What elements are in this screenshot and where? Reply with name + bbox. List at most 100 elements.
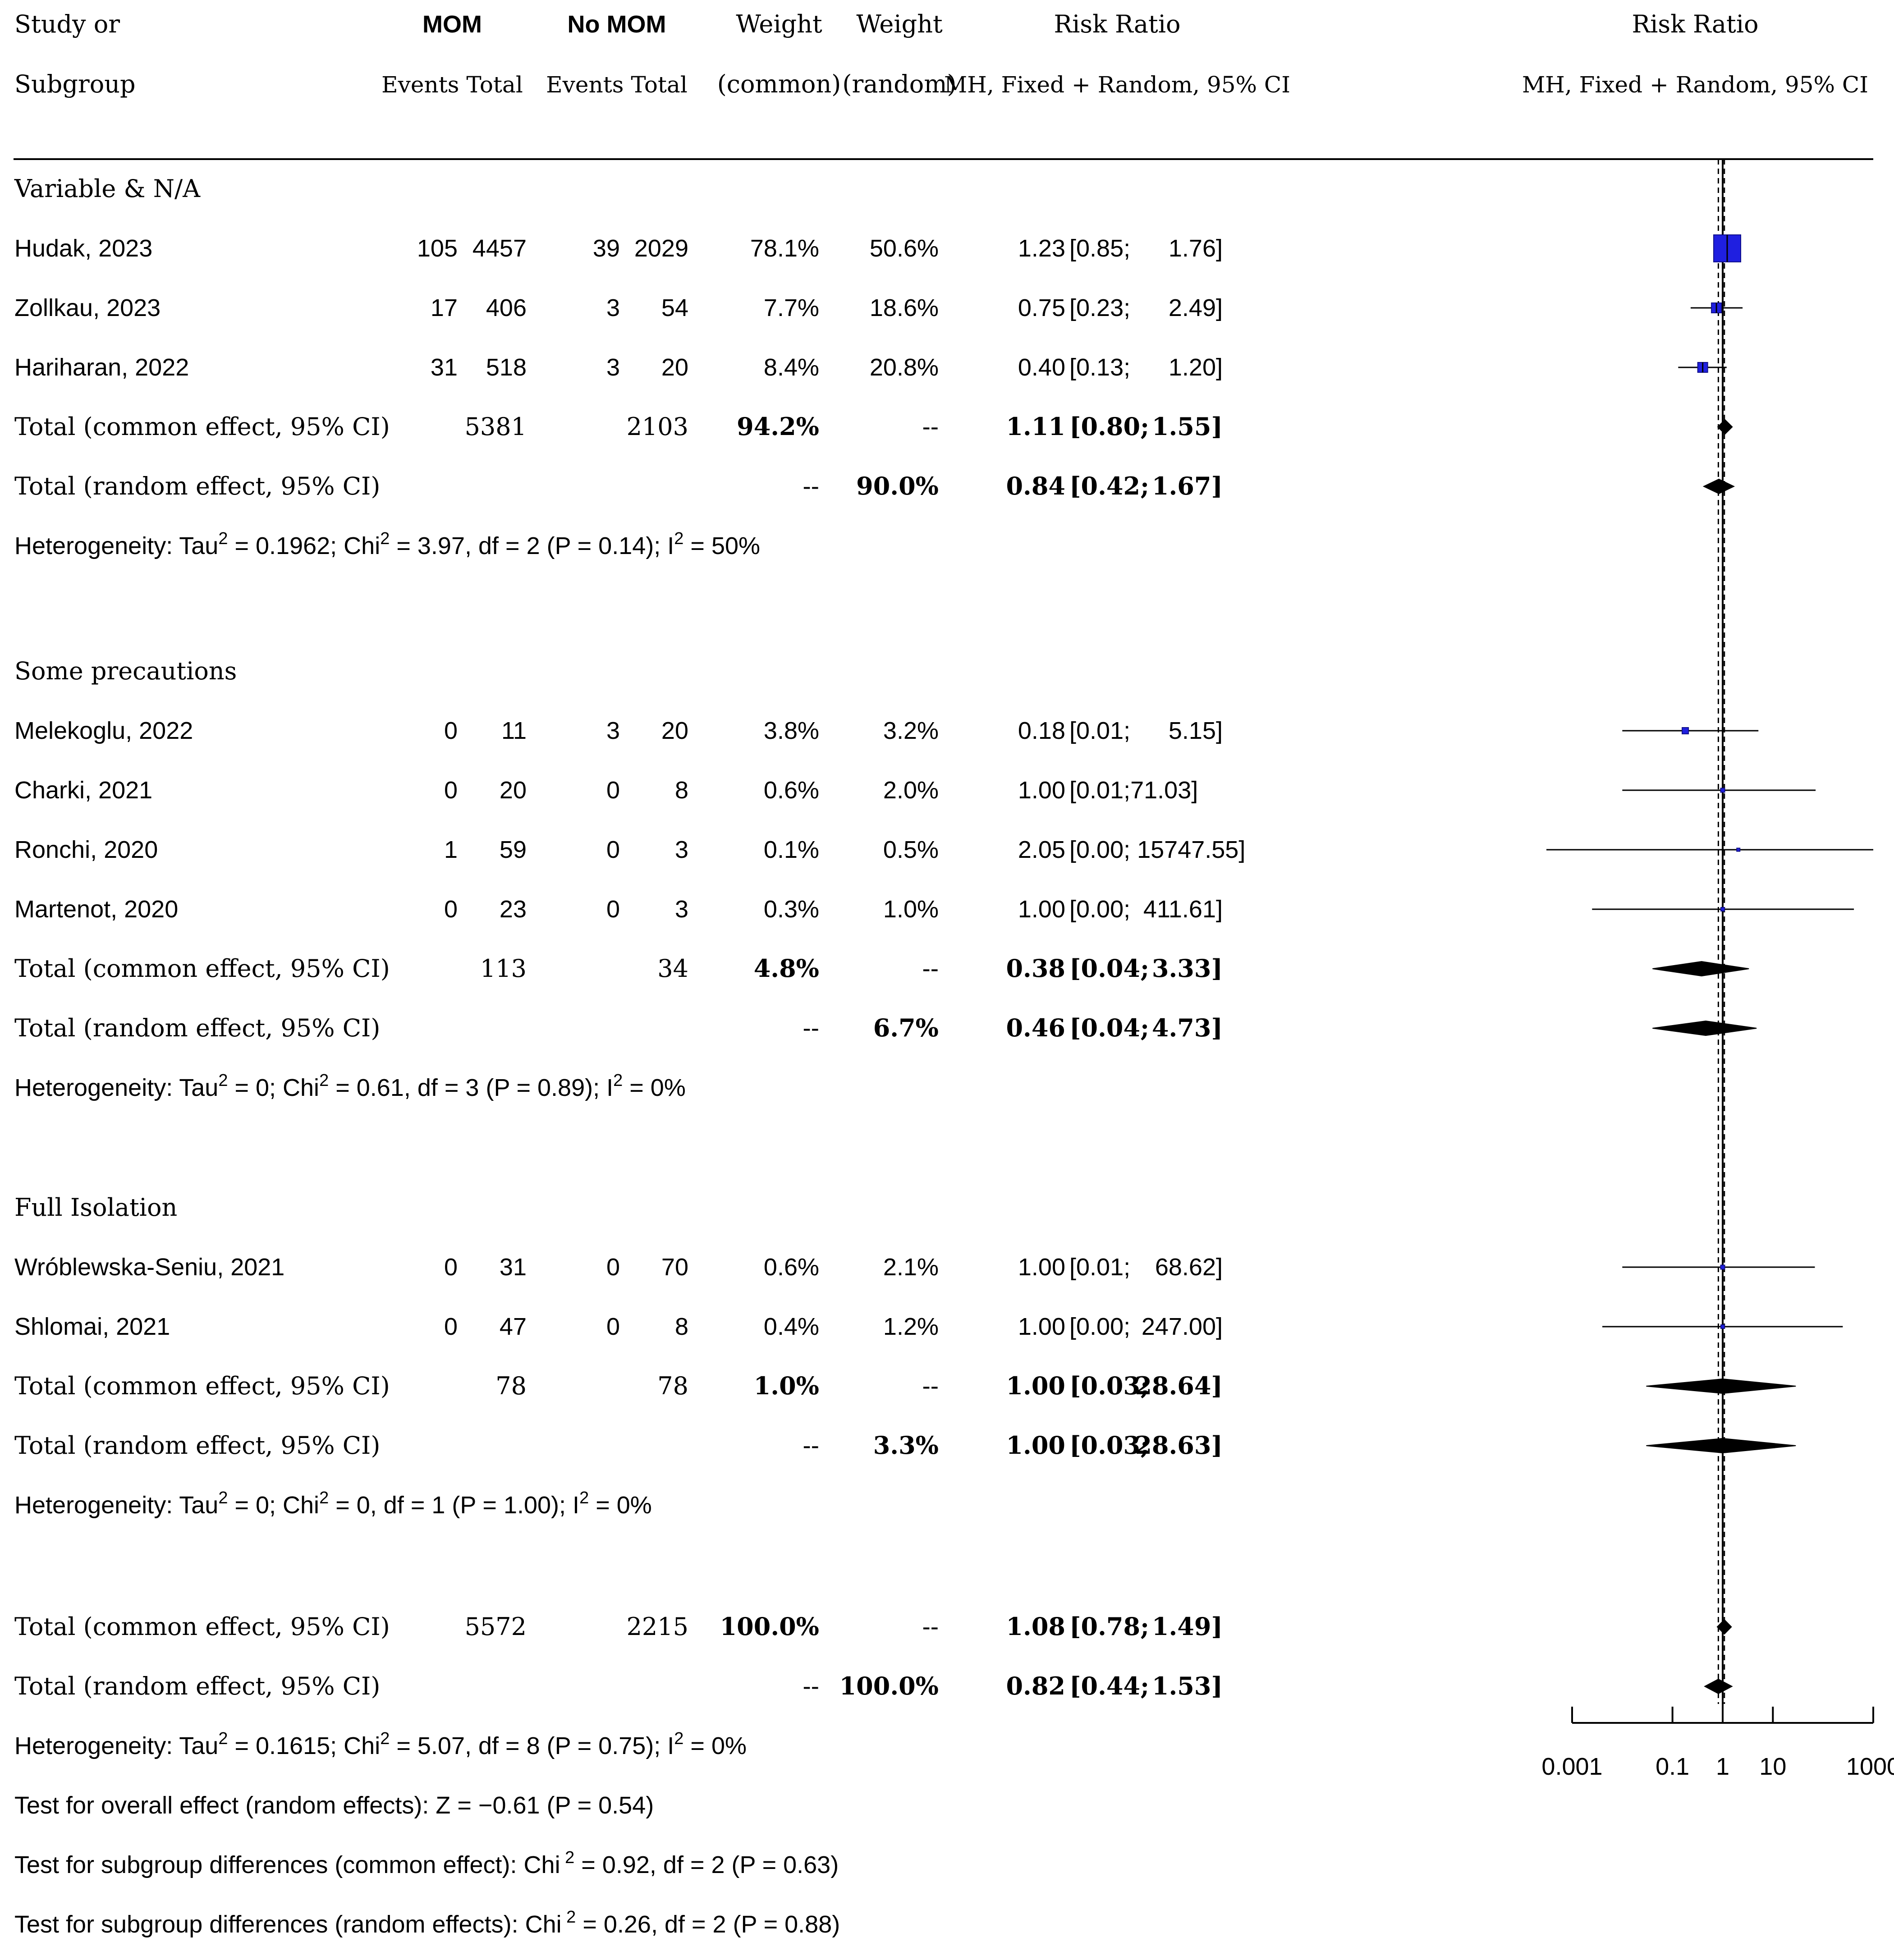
study-weight-random: 3.2% [883,717,939,744]
overall-common-total-total-no-mom: 2215 [627,1612,688,1641]
overall-common-total-ci-low: [0.78; [1069,1612,1149,1641]
subgroup-random-total-ci-high: 4.73] [1152,1013,1223,1042]
study-total-no-mom: 20 [661,354,688,381]
subgroup-label: Full Isolation [14,1193,177,1222]
overall-heterogeneity-part: Heterogeneity: Tau [14,1732,218,1759]
overall-heterogeneity-part: 2 [218,1729,228,1748]
study-risk-ratio: 1.00 [1018,1254,1065,1281]
header-group-mom: MOM [422,11,482,38]
subgroup-random-total-ci-low: [0.42; [1069,472,1149,500]
subgroup-random-total-risk-ratio: 0.46 [1006,1013,1065,1042]
study-total-no-mom: 70 [661,1254,688,1281]
study-total-no-mom: 3 [675,896,688,923]
subgroup-heterogeneity-part: 2 [579,1488,589,1507]
study-events-mom: 105 [417,235,458,262]
overall-random-total-weight-random: 100.0% [839,1671,939,1700]
overall-common-total-label: Total (common effect, 95% CI) [14,1612,390,1641]
study-ci-low: [0.01;71.03] [1069,777,1198,804]
subgroup-heterogeneity-part: = 0; Chi [228,1074,319,1101]
subgroup-common-total-total-mom: 78 [495,1372,527,1400]
subgroup-common-total-ci-low: [0.04; [1069,954,1149,983]
study-weight-common: 0.6% [764,1254,819,1281]
header-weight-random: Weight [856,10,943,38]
study-total-mom: 20 [500,777,527,804]
study-events-mom: 0 [444,1254,458,1281]
study-risk-ratio: 0.18 [1018,717,1065,744]
test-subgroup-common-part: = 0.92, df = 2 (P = 0.63) [574,1851,839,1878]
subgroup-common-total-ci-high: 28.64] [1135,1371,1223,1400]
study-events-mom: 1 [444,836,458,863]
subgroup-heterogeneity-part: 2 [674,529,683,548]
overall-heterogeneity-part: 2 [674,1729,683,1748]
study-weight-common: 3.8% [764,717,819,744]
subgroup-heterogeneity: Heterogeneity: Tau2 = 0; Chi2 = 0, df = … [14,1488,652,1519]
subgroup-heterogeneity-part: Heterogeneity: Tau [14,1074,218,1101]
study-events-no-mom: 0 [606,777,620,804]
subgroup-common-total-total-no-mom: 2103 [627,412,688,441]
subgroup-heterogeneity-part: 2 [319,1071,329,1090]
header-weight-common: Weight [736,10,822,38]
test-subgroup-common: Test for subgroup differences (common ef… [14,1848,839,1878]
subgroup-common-total-total-no-mom: 34 [657,954,688,983]
subgroup-heterogeneity-part: 2 [613,1071,623,1090]
test-subgroup-random-part: 2 [562,1908,576,1927]
x-axis-tick-label: 1000 [1846,1753,1894,1780]
study-weight-random: 2.0% [883,777,939,804]
study-total-no-mom: 8 [675,777,688,804]
header-events-total-mom: Events Total [381,72,523,98]
study-name: Ronchi, 2020 [14,836,158,863]
subgroup-common-total-weight-random: -- [922,954,939,983]
subgroup-heterogeneity-part: 2 [380,529,390,548]
subgroup-label: Variable & N/A [14,174,201,203]
study-ci-low: [0.23; [1069,294,1130,321]
study-ci-low: [0.13; [1069,354,1130,381]
study-total-no-mom: 54 [661,294,688,321]
study-events-no-mom: 0 [606,896,620,923]
subgroup-common-total-total-mom: 113 [480,954,527,983]
study-weight-common: 78.1% [750,235,819,262]
subgroup-common-total-label: Total (common effect, 95% CI) [14,412,390,441]
study-weight-random: 0.5% [883,836,939,863]
subgroup-common-total-weight-random: -- [922,1372,939,1400]
overall-common-total-weight-random: -- [922,1612,939,1641]
subgroup-common-total-label: Total (common effect, 95% CI) [14,1372,390,1400]
overall-common-total-diamond [1716,1619,1732,1635]
study-total-mom: 23 [500,896,527,923]
study-name: Zollkau, 2023 [14,294,161,321]
subgroup-common-total-diamond [1717,419,1733,435]
subgroup-heterogeneity-part: = 0; Chi [228,1492,319,1519]
study-name: Shlomai, 2021 [14,1313,170,1340]
header-events-total-no-mom: Events Total [546,72,688,98]
study-total-no-mom: 8 [675,1313,688,1340]
study-risk-ratio: 1.00 [1018,777,1065,804]
overall-common-total-weight-common: 100.0% [720,1612,819,1641]
subgroup-common-total-ci-low: [0.03; [1069,1371,1149,1400]
overall-heterogeneity: Heterogeneity: Tau2 = 0.1615; Chi2 = 5.0… [14,1729,747,1759]
study-ci-low: [0.00; [1069,1313,1130,1340]
study-weight-square [1720,788,1725,793]
study-weight-common: 0.6% [764,777,819,804]
study-weight-square [1720,1324,1725,1329]
test-subgroup-common-part: Test for subgroup differences (common ef… [14,1851,560,1878]
study-events-no-mom: 3 [606,717,620,744]
subgroup-common-total-diamond [1646,1378,1796,1394]
study-ci-high: 411.61] [1143,896,1223,923]
subgroup-heterogeneity-part: = 0.61, df = 3 (P = 0.89); I [329,1074,613,1101]
subgroup-random-total-weight-common: -- [803,472,820,500]
study-ci-high: 2.49] [1169,294,1223,321]
subgroup-common-total-risk-ratio: 0.38 [1006,954,1065,983]
subgroup-heterogeneity-part: = 0% [589,1492,652,1519]
overall-heterogeneity-part: = 0% [683,1732,747,1759]
study-weight-random: 50.6% [870,235,939,262]
study-ci-high: 1.76] [1169,235,1223,262]
subgroup-common-total-diamond [1652,961,1749,977]
subgroup-common-total-ci-high: 3.33] [1152,954,1223,983]
study-events-no-mom: 0 [606,836,620,863]
study-ci-low: [0.01; [1069,1254,1130,1281]
subgroup-random-total-weight-random: 90.0% [856,472,939,500]
subgroup-common-total-ci-high: 1.55] [1152,412,1223,441]
subgroup-heterogeneity-part: = 0, df = 1 (P = 1.00); I [329,1492,579,1519]
header-risk-ratio-table: Risk Ratio [1054,10,1180,38]
subgroup-common-total-ci-low: [0.80; [1069,412,1149,441]
